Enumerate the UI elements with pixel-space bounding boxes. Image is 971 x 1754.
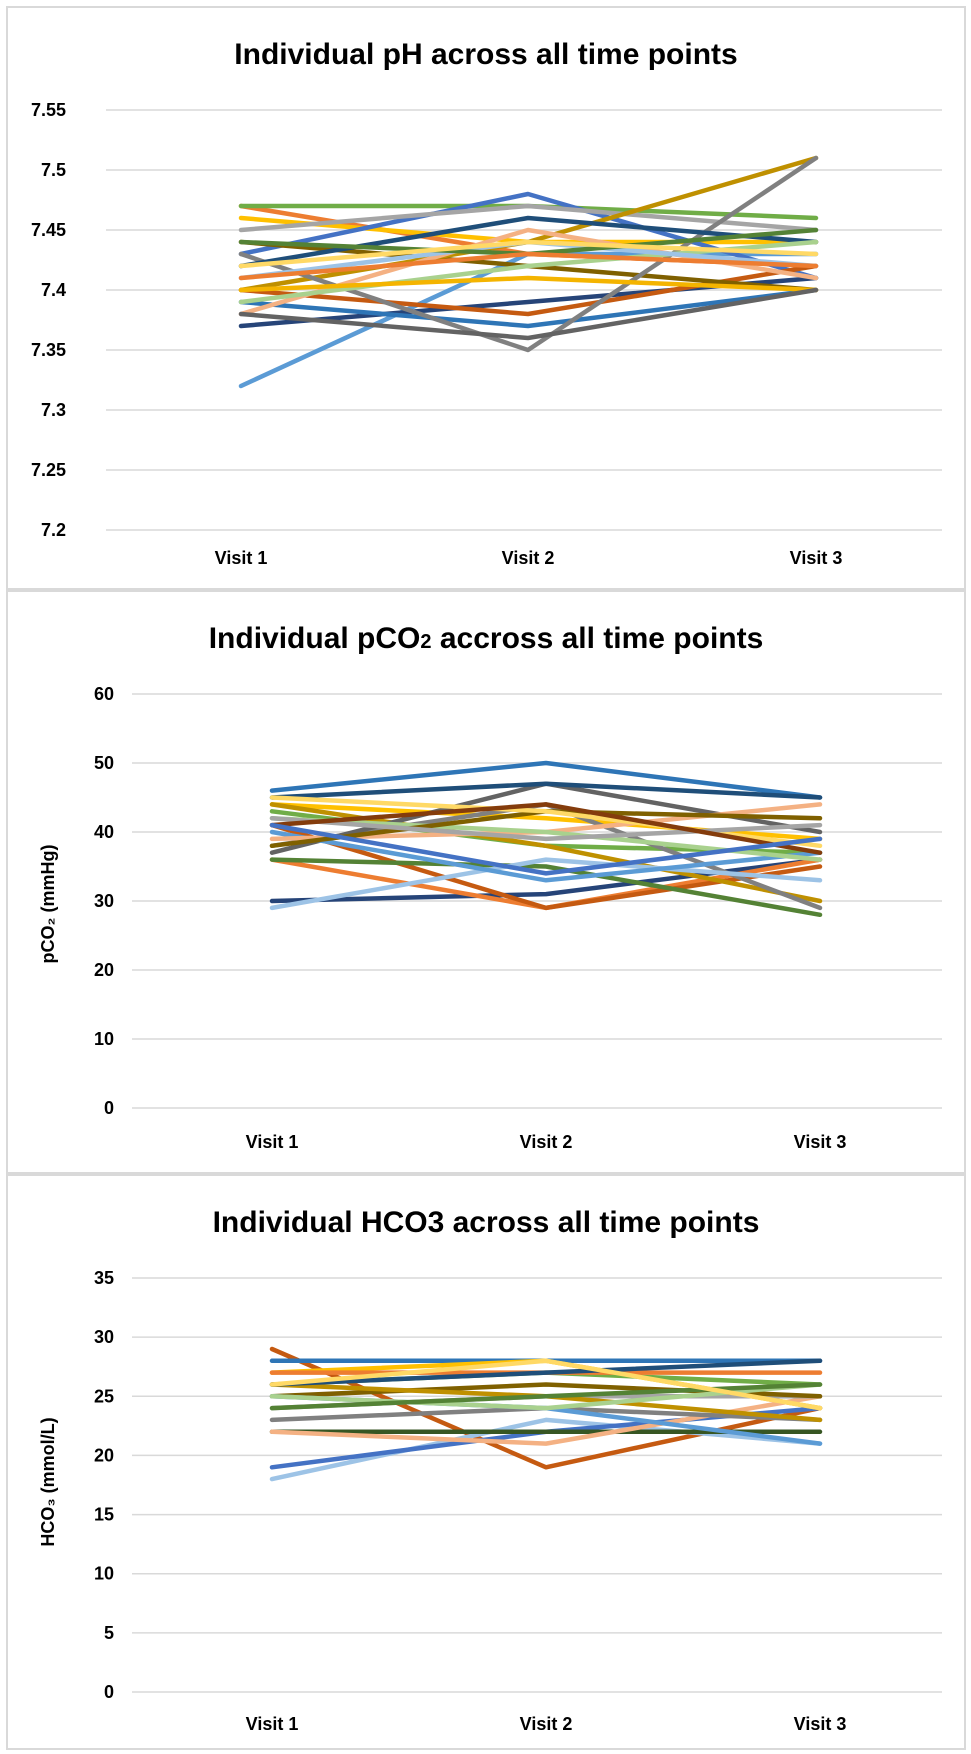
ph-y-tick-labels: 7.2 7.25 7.3 7.35 7.4 7.45 7.5 7.55 <box>31 100 66 540</box>
pco2-chart-panel: Individual pCO2 accross all time points … <box>6 590 966 1174</box>
hco3-x-tick-labels: Visit 1 Visit 2 Visit 3 <box>246 1714 847 1734</box>
pco2-title-main: Individual pCO <box>209 622 421 655</box>
ph-y-tick-label: 7.2 <box>41 520 66 540</box>
ph-x-tick-label: Visit 2 <box>502 548 555 568</box>
pco2-series-line <box>269 857 823 911</box>
hco3-y-tick-labels: 0 5 10 15 20 25 30 35 <box>94 1268 114 1702</box>
hco3-series-lines <box>269 1346 823 1482</box>
pco2-y-tick-label: 20 <box>94 960 114 980</box>
hco3-y-tick-label: 5 <box>104 1623 114 1643</box>
hco3-y-tick-label: 0 <box>104 1682 114 1702</box>
hco3-y-tick-label: 20 <box>94 1445 114 1465</box>
pco2-series-line <box>269 781 823 800</box>
hco3-series-line <box>269 1382 823 1411</box>
ph-y-tick-label: 7.4 <box>41 280 66 300</box>
ph-series-line <box>238 275 819 293</box>
pco2-y-axis-label: pCO₂ (mmHg) <box>38 845 58 964</box>
ph-chart-title: Individual pH across all time points <box>234 38 737 71</box>
pco2-x-tick-label: Visit 2 <box>520 1132 573 1152</box>
pco2-chart: Individual pCO2 accross all time points … <box>38 622 942 1152</box>
ph-y-tick-label: 7.25 <box>31 460 66 480</box>
hco3-chart-panel: Individual HCO3 across all time points H… <box>6 1174 966 1750</box>
pco2-y-tick-label: 30 <box>94 891 114 911</box>
hco3-y-tick-label: 15 <box>94 1505 114 1525</box>
ph-y-tick-label: 7.45 <box>31 220 66 240</box>
pco2-series-line <box>269 802 823 842</box>
pco2-series-line <box>269 760 823 800</box>
ph-series-line <box>238 287 819 329</box>
hco3-series-line <box>269 1417 823 1482</box>
hco3-series-line <box>269 1358 823 1411</box>
hco3-y-tick-label: 25 <box>94 1386 114 1406</box>
pco2-y-tick-label: 60 <box>94 684 114 704</box>
ph-x-tick-label: Visit 3 <box>790 548 843 568</box>
hco3-y-tick-label: 35 <box>94 1268 114 1288</box>
ph-y-tick-label: 7.35 <box>31 340 66 360</box>
pco2-x-tick-labels: Visit 1 Visit 2 Visit 3 <box>246 1132 847 1152</box>
hco3-series-line <box>269 1358 823 1387</box>
pco2-series-line <box>269 822 823 911</box>
ph-y-tick-label: 7.55 <box>31 100 66 120</box>
pco2-x-tick-label: Visit 1 <box>246 1132 299 1152</box>
ph-y-tick-label: 7.5 <box>41 160 66 180</box>
hco3-x-tick-label: Visit 2 <box>520 1714 573 1734</box>
pco2-y-tick-label: 40 <box>94 822 114 842</box>
ph-chart: Individual pH across all time points 7.2… <box>31 38 942 568</box>
pco2-title-tail: accross all time points <box>432 622 764 655</box>
ph-gridlines <box>106 109 942 531</box>
ph-chart-panel: Individual pH across all time points 7.2… <box>6 6 966 590</box>
ph-y-tick-label: 7.3 <box>41 400 66 420</box>
ph-series-lines <box>238 155 819 389</box>
hco3-y-axis-label: HCO₃ (mmol/L) <box>38 1417 58 1546</box>
hco3-chart: Individual HCO3 across all time points H… <box>38 1206 942 1734</box>
pco2-y-tick-label: 10 <box>94 1029 114 1049</box>
ph-series-line <box>238 239 819 269</box>
hco3-y-tick-label: 10 <box>94 1564 114 1584</box>
pco2-series-line <box>269 857 823 918</box>
pco2-y-tick-label: 50 <box>94 753 114 773</box>
pco2-series-line <box>269 829 823 883</box>
pco2-chart-title: Individual pCO2 accross all time points <box>209 622 764 655</box>
hco3-y-tick-label: 30 <box>94 1327 114 1347</box>
ph-series-line <box>238 251 819 281</box>
pco2-series-line <box>269 802 823 855</box>
ph-series-line <box>238 287 819 341</box>
pco2-y-tick-label: 0 <box>104 1098 114 1118</box>
ph-x-tick-label: Visit 1 <box>215 548 268 568</box>
ph-series-line <box>238 215 819 269</box>
pco2-series-lines <box>269 760 823 918</box>
pco2-title-sub: 2 <box>420 631 431 653</box>
pco2-x-tick-label: Visit 3 <box>794 1132 847 1152</box>
hco3-chart-title: Individual HCO3 across all time points <box>213 1206 760 1239</box>
hco3-gridlines <box>132 1277 942 1693</box>
pco2-y-tick-labels: 0 10 20 30 40 50 60 <box>94 684 114 1118</box>
pco2-series-line <box>269 815 823 842</box>
pco2-series-line <box>269 822 823 876</box>
pco2-series-line <box>269 795 823 849</box>
hco3-x-tick-label: Visit 3 <box>794 1714 847 1734</box>
hco3-x-tick-label: Visit 1 <box>246 1714 299 1734</box>
ph-x-tick-labels: Visit 1 Visit 2 Visit 3 <box>215 548 843 568</box>
